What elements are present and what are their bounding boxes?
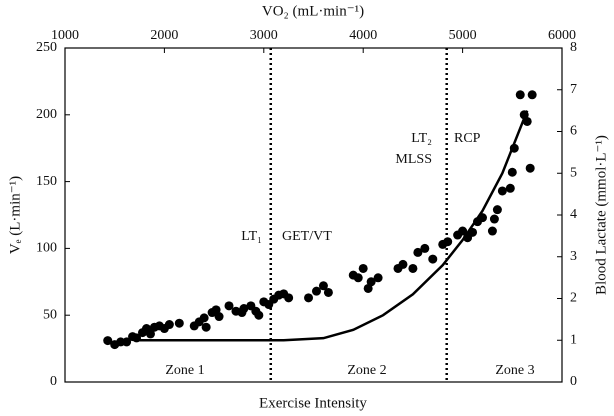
annotation: LT₂ bbox=[411, 131, 432, 146]
data-point bbox=[353, 273, 363, 283]
data-point bbox=[492, 205, 502, 215]
y2-tick-label: 2 bbox=[570, 291, 577, 306]
data-point bbox=[201, 322, 211, 332]
y-tick-label: 50 bbox=[43, 307, 57, 322]
y-tick-label: 200 bbox=[36, 107, 57, 122]
data-point bbox=[398, 259, 408, 269]
top-tick-label: 1000 bbox=[51, 28, 79, 43]
data-point bbox=[304, 293, 314, 303]
annotation: MLSS bbox=[395, 152, 432, 167]
data-point bbox=[515, 90, 525, 100]
data-point bbox=[505, 183, 515, 193]
top-tick-label: 4000 bbox=[349, 28, 377, 43]
y2-tick-label: 1 bbox=[570, 332, 577, 347]
y2-tick-label: 5 bbox=[570, 165, 577, 180]
data-point bbox=[254, 310, 264, 320]
data-point bbox=[443, 237, 453, 247]
data-point bbox=[458, 226, 468, 236]
top-tick-label: 2000 bbox=[150, 28, 178, 43]
data-point bbox=[420, 243, 430, 253]
data-point bbox=[284, 293, 294, 303]
annotation: GET/VT bbox=[282, 229, 332, 244]
annotation: Zone 2 bbox=[347, 363, 386, 378]
y2-tick-label: 0 bbox=[570, 374, 577, 389]
y-tick-label: 250 bbox=[36, 40, 57, 55]
y2-tick-label: 7 bbox=[570, 82, 577, 97]
data-point bbox=[224, 301, 234, 311]
data-point bbox=[373, 273, 383, 283]
y2-axis-label: Blood Lactate (mmol·L⁻¹) bbox=[593, 135, 609, 295]
top-axis-label: VO₂ (mL·min⁻¹) bbox=[262, 3, 364, 19]
data-point bbox=[174, 318, 184, 328]
data-point bbox=[366, 277, 376, 287]
y-tick-label: 100 bbox=[36, 241, 57, 256]
data-point bbox=[103, 336, 113, 346]
y2-tick-label: 8 bbox=[570, 40, 577, 55]
data-point bbox=[311, 286, 321, 296]
data-point bbox=[122, 337, 132, 347]
y2-tick-label: 4 bbox=[570, 207, 577, 222]
y-tick-label: 150 bbox=[36, 174, 57, 189]
top-tick-label: 3000 bbox=[250, 28, 278, 43]
data-point bbox=[489, 214, 499, 224]
data-point bbox=[525, 163, 535, 173]
lactate-curve bbox=[139, 110, 529, 342]
data-point bbox=[164, 320, 174, 330]
data-point bbox=[239, 304, 249, 314]
x-axis-label: Exercise Intensity bbox=[259, 395, 367, 411]
data-point bbox=[214, 312, 224, 322]
y2-tick-label: 6 bbox=[570, 124, 577, 139]
data-point bbox=[408, 263, 418, 273]
data-point bbox=[507, 167, 517, 177]
annotation: RCP bbox=[454, 131, 481, 146]
data-point bbox=[132, 333, 142, 343]
data-point bbox=[428, 254, 438, 264]
data-point bbox=[318, 281, 328, 291]
data-point bbox=[323, 287, 333, 297]
data-point bbox=[358, 263, 368, 273]
data-point bbox=[413, 247, 423, 257]
annotation: Zone 1 bbox=[165, 363, 204, 378]
top-tick-label: 5000 bbox=[449, 28, 477, 43]
annotation: Zone 3 bbox=[495, 363, 534, 378]
data-point bbox=[487, 226, 497, 236]
data-point bbox=[497, 186, 507, 196]
data-point bbox=[199, 313, 209, 323]
data-point bbox=[527, 90, 537, 100]
y-axis-label: Vₑ (L·min⁻¹) bbox=[7, 176, 23, 254]
annotation: LT₁ bbox=[241, 229, 262, 244]
data-point bbox=[145, 329, 155, 339]
y2-tick-label: 3 bbox=[570, 249, 577, 264]
y-tick-label: 0 bbox=[50, 374, 57, 389]
top-tick-label: 6000 bbox=[548, 28, 576, 43]
